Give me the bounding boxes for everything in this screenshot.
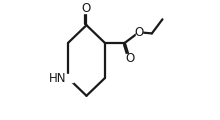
Text: O: O (82, 2, 91, 15)
Text: O: O (134, 26, 144, 39)
Polygon shape (63, 74, 73, 82)
Polygon shape (136, 28, 142, 36)
Text: O: O (125, 52, 134, 65)
Polygon shape (126, 54, 133, 62)
Polygon shape (83, 5, 90, 12)
Text: HN: HN (49, 72, 66, 85)
